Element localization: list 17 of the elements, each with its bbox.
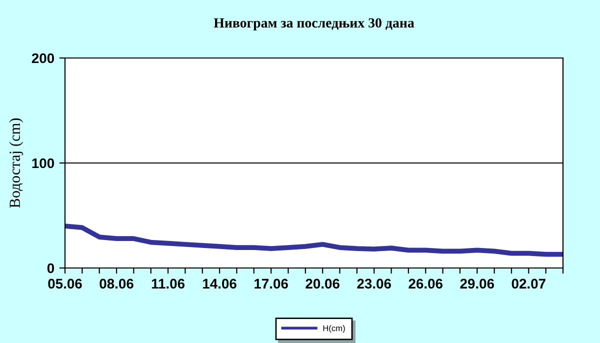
x-tick-label: 26.06 <box>408 278 442 289</box>
x-tick-label: 11.06 <box>152 278 185 289</box>
x-tick-label: 08.06 <box>100 278 134 289</box>
x-tick-label: 02.07 <box>512 278 546 289</box>
x-tick-label: 17.06 <box>254 278 288 289</box>
x-tick-label: 14.06 <box>203 278 236 289</box>
y-tick-label: 100 <box>32 158 54 168</box>
legend-label: H(cm) <box>323 325 345 333</box>
y-axis-title: Водостај (cm) <box>9 118 24 208</box>
y-tick-label: 0 <box>47 263 54 274</box>
x-tick-label: 29.06 <box>460 278 494 289</box>
line-series <box>65 224 563 257</box>
y-tick-label: 200 <box>32 53 54 64</box>
x-tick-label: 23.06 <box>357 278 391 289</box>
x-tick-label: 20.06 <box>306 278 340 289</box>
x-tick-label: 05.06 <box>48 278 82 289</box>
chart-title: Нивограм за последњих 30 дана <box>214 18 414 30</box>
